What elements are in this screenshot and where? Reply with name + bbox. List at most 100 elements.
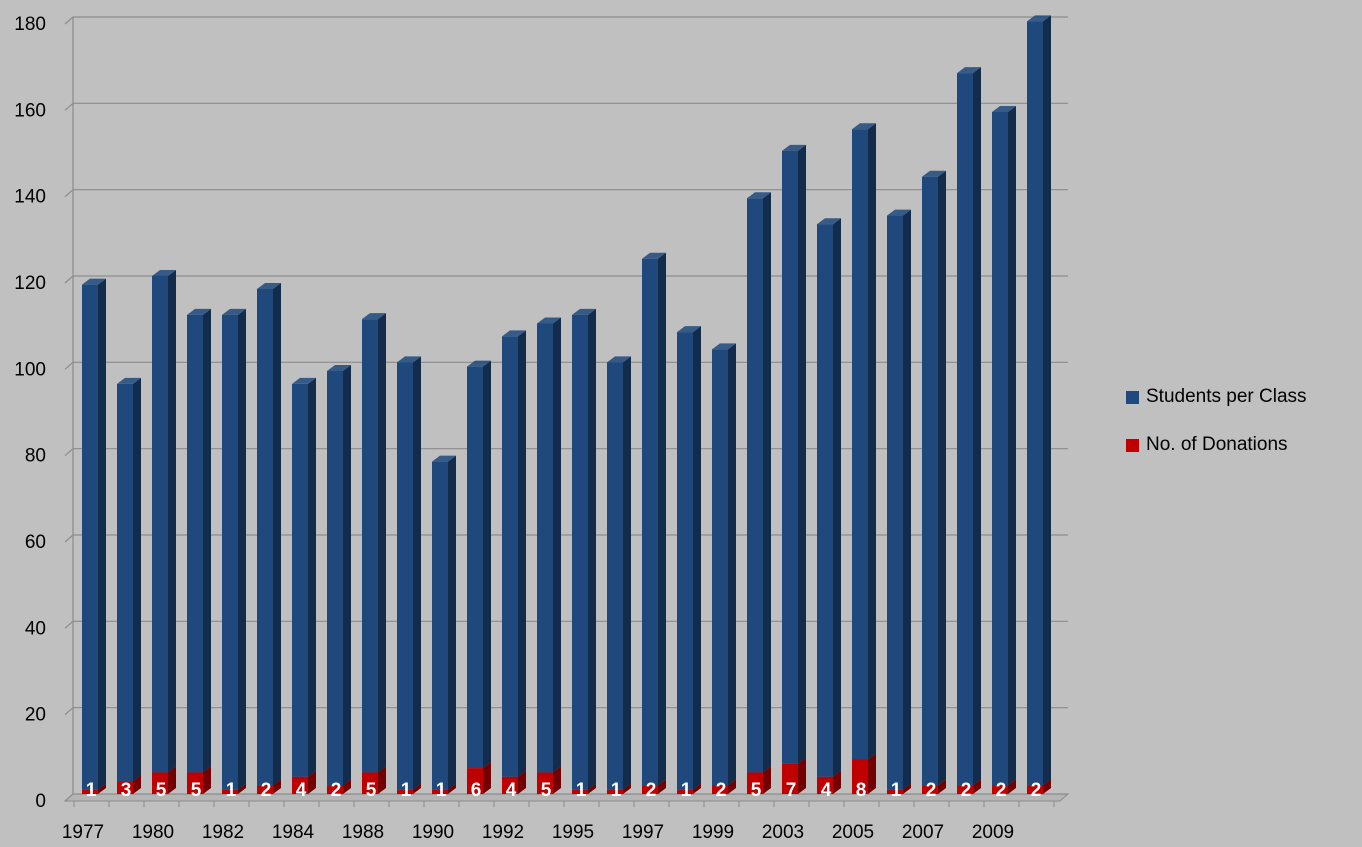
bar-donations-side bbox=[168, 766, 176, 794]
plot-floor bbox=[63, 793, 1070, 802]
bar-students bbox=[992, 105, 1016, 786]
bar-donations-front bbox=[677, 789, 693, 794]
bar-students bbox=[292, 377, 316, 777]
data-label-donations: 5 bbox=[751, 780, 762, 801]
bar-students-side bbox=[273, 282, 281, 786]
bar-donations-front bbox=[607, 789, 623, 794]
bar-students-side bbox=[448, 455, 456, 790]
bar-students bbox=[782, 144, 806, 764]
bar-students-side bbox=[763, 192, 771, 773]
gridline-side bbox=[64, 275, 74, 284]
bar-students bbox=[222, 308, 246, 790]
bar-students-top bbox=[782, 144, 806, 151]
bar-students bbox=[712, 343, 736, 786]
bar-donations-front bbox=[537, 772, 553, 794]
data-label-donations: 1 bbox=[86, 780, 97, 801]
bar-donations-front bbox=[502, 776, 518, 794]
bar-students-top bbox=[817, 218, 841, 225]
bar-students-top bbox=[712, 343, 736, 350]
data-label-donations: 5 bbox=[366, 780, 377, 801]
bar-students-top bbox=[362, 313, 386, 320]
bar-donations-side bbox=[238, 783, 246, 794]
bar-students-top bbox=[397, 356, 421, 363]
bar-students-side bbox=[728, 343, 736, 786]
bar-students-side bbox=[658, 252, 666, 786]
legend-swatch-donations bbox=[1126, 438, 1139, 452]
bar-students-side bbox=[518, 330, 526, 777]
bar-students-side bbox=[483, 360, 491, 769]
y-tick-label: 100 bbox=[14, 359, 46, 380]
bar-donations-side bbox=[693, 783, 701, 794]
y-tick-label: 60 bbox=[25, 532, 46, 553]
bar-students-front bbox=[187, 314, 203, 773]
bar-students-front bbox=[257, 288, 273, 786]
x-tick-label: 1997 bbox=[622, 822, 664, 842]
x-tick-label: 1995 bbox=[552, 822, 594, 842]
bar-donations-side bbox=[658, 779, 666, 794]
bar-students-top bbox=[222, 308, 246, 315]
bar-students-side bbox=[1008, 105, 1016, 786]
x-tick-label: 1977 bbox=[62, 822, 104, 842]
bar-donations-front bbox=[957, 785, 973, 794]
legend-item-students: Students per Class bbox=[1126, 383, 1307, 411]
bar-donations-front bbox=[747, 772, 763, 794]
bar-students-top bbox=[502, 330, 526, 337]
bar-students-side bbox=[133, 377, 141, 782]
bar-donations-side bbox=[623, 783, 631, 794]
bar-donations-side bbox=[343, 779, 351, 794]
bar-students-top bbox=[187, 308, 211, 315]
bar-students-front bbox=[642, 258, 658, 786]
data-label-donations: 8 bbox=[856, 780, 867, 801]
bar-students-front bbox=[152, 276, 168, 773]
bar-students-top bbox=[572, 308, 596, 315]
gridline-side bbox=[64, 448, 74, 457]
bar-donations-side bbox=[98, 783, 106, 794]
bar-students bbox=[537, 317, 561, 773]
y-tick-label: 0 bbox=[35, 791, 46, 812]
data-label-donations: 5 bbox=[191, 780, 202, 801]
bar-students-top bbox=[677, 326, 701, 333]
bar-students-side bbox=[798, 144, 806, 764]
bar-students-top bbox=[537, 317, 561, 324]
bar-students-front bbox=[397, 362, 413, 790]
bar-donations-front bbox=[82, 789, 98, 794]
bar-students-front bbox=[82, 284, 98, 790]
x-tick-label: 1999 bbox=[692, 822, 734, 842]
bar-students-front bbox=[432, 461, 448, 790]
bar-students-front bbox=[1027, 21, 1043, 786]
x-tick-label: 1980 bbox=[132, 822, 174, 842]
y-tick-label: 120 bbox=[14, 273, 46, 294]
x-tick-label: 1984 bbox=[272, 822, 315, 842]
bar-donations-side bbox=[308, 770, 316, 794]
gridline-side bbox=[64, 189, 74, 198]
bar-students-side bbox=[203, 308, 211, 773]
data-label-donations: 2 bbox=[646, 780, 657, 801]
data-label-donations: 1 bbox=[576, 780, 587, 801]
x-tick-label: 1982 bbox=[202, 822, 244, 842]
gridline-side bbox=[64, 620, 74, 629]
bar-donations-side bbox=[763, 766, 771, 794]
bar-donations-side bbox=[903, 783, 911, 794]
gridline-side bbox=[64, 102, 74, 111]
y-tick-label: 180 bbox=[14, 14, 46, 35]
data-label-donations: 2 bbox=[1031, 780, 1042, 801]
bar-students-top bbox=[82, 278, 106, 285]
bar-students bbox=[327, 364, 351, 786]
bar-donations-front bbox=[222, 789, 238, 794]
data-label-donations: 1 bbox=[681, 780, 692, 801]
bar-students-front bbox=[572, 314, 588, 790]
bar-students bbox=[117, 377, 141, 782]
bar-donations-side bbox=[378, 766, 386, 794]
data-label-donations: 2 bbox=[996, 780, 1007, 801]
bar-students bbox=[677, 326, 701, 790]
bar-students-side bbox=[938, 170, 946, 786]
bar-donations-side bbox=[588, 783, 596, 794]
bar-students-front bbox=[992, 111, 1008, 786]
x-tick-label: 2005 bbox=[832, 822, 874, 842]
bar-students-side bbox=[378, 313, 386, 773]
bar-students-front bbox=[677, 332, 693, 790]
bar-students bbox=[747, 192, 771, 773]
bar-donations-front bbox=[467, 768, 483, 794]
